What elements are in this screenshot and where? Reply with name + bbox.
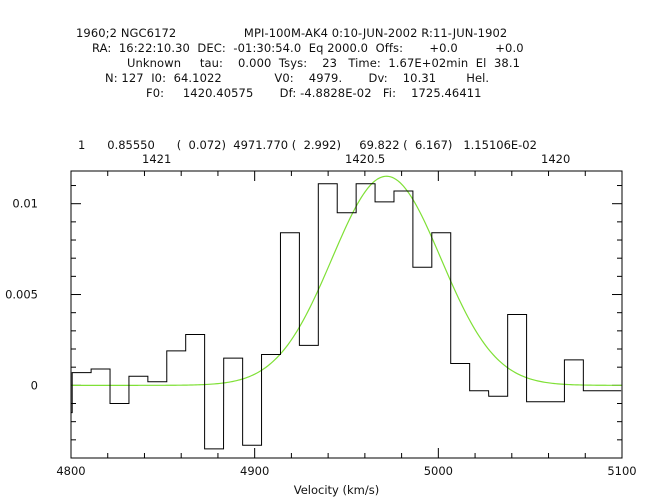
header-line-3: Unknown tau: 0.000 Tsys: 23 Time: 1.67E+… — [127, 56, 520, 70]
gaussian-fit-line — [71, 175, 622, 386]
y-tick-label: 0 — [31, 378, 38, 392]
freq-label-1421: 1421 — [142, 152, 172, 166]
x-tick-label: 5000 — [424, 464, 453, 478]
data-series — [71, 175, 622, 450]
x-tick-label: 5100 — [607, 464, 636, 478]
freq-label-1420: 1420 — [541, 152, 571, 166]
plot-frame — [70, 170, 623, 459]
tick-labels: 4800 4900 5000 5100 0 0.005 0.01 — [5, 197, 637, 478]
x-tick-label: 4800 — [56, 464, 85, 478]
y-tick-label: 0.01 — [12, 197, 38, 211]
header-line-1: 1960;2 NGC6172 MPI-100M-AK4 0:10-JUN-200… — [76, 26, 508, 40]
y-tick-label: 0.005 — [5, 288, 38, 302]
header-line-2: RA: 16:22:10.30 DEC: -01:30:54.0 Eq 2000… — [92, 41, 524, 55]
fit-parameters: 1 0.85550 ( 0.072) 4971.770 ( 2.992) 69.… — [78, 138, 537, 152]
axis-ticks — [70, 171, 623, 458]
header-line-4: N: 127 I0: 64.1022 V0: 4979. Dv: 10.31 H… — [105, 71, 490, 85]
header-line-5: F0: 1420.40575 Df: -4.8828E-02 Fi: 1725.… — [146, 86, 482, 100]
x-axis-title: Velocity (km/s) — [294, 483, 379, 497]
freq-label-1420-5: 1420.5 — [345, 152, 386, 166]
spectrum-histogram — [71, 183, 622, 450]
x-tick-label: 4900 — [240, 464, 269, 478]
